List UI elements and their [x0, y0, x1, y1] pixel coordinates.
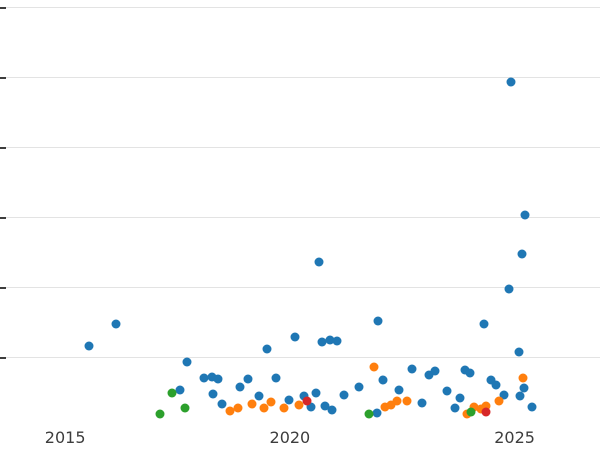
data-point-series-3 [466, 407, 476, 417]
data-point-series-1 [299, 391, 309, 401]
data-point-series-1 [465, 368, 475, 378]
data-point-series-1 [394, 385, 404, 395]
data-point-series-1 [84, 341, 94, 351]
data-point-series-2 [259, 403, 269, 413]
data-point-series-1 [499, 390, 509, 400]
data-point-series-1 [373, 316, 383, 326]
data-point-series-1 [290, 332, 300, 342]
data-point-series-1 [417, 398, 427, 408]
data-point-series-2 [392, 396, 402, 406]
data-point-series-2 [247, 399, 257, 409]
data-point-series-1 [519, 383, 529, 393]
data-point-series-2 [380, 402, 390, 412]
y-gridline [0, 147, 600, 148]
data-point-series-1 [378, 375, 388, 385]
data-point-series-2 [494, 396, 504, 406]
data-point-series-1 [235, 382, 245, 392]
data-point-series-1 [515, 391, 525, 401]
data-point-series-1 [504, 284, 514, 294]
data-point-series-1 [311, 388, 321, 398]
data-point-series-1 [208, 389, 218, 399]
data-point-series-2 [233, 403, 243, 413]
data-point-series-1 [517, 249, 527, 259]
data-point-series-2 [225, 406, 235, 416]
data-point-series-3 [167, 388, 177, 398]
data-point-series-3 [180, 403, 190, 413]
data-point-series-1 [271, 373, 281, 383]
y-gridline [0, 287, 600, 288]
data-point-series-2 [469, 402, 479, 412]
data-point-series-1 [254, 391, 264, 401]
data-point-series-1 [354, 382, 364, 392]
data-point-series-4 [302, 396, 312, 406]
x-tick-label: 2020 [269, 428, 311, 447]
data-point-series-1 [442, 386, 452, 396]
data-point-series-1 [325, 335, 335, 345]
data-point-series-1 [372, 408, 382, 418]
y-gridline [0, 217, 600, 218]
y-axis-tick-mark [0, 147, 6, 149]
data-point-series-1 [207, 372, 217, 382]
data-point-series-2 [476, 404, 486, 414]
data-point-series-4 [481, 407, 491, 417]
y-gridline [0, 357, 600, 358]
y-axis-tick-mark [0, 217, 6, 219]
data-point-series-3 [155, 409, 165, 419]
data-point-series-1 [327, 405, 337, 415]
y-axis-tick-mark [0, 287, 6, 289]
data-point-series-2 [369, 362, 379, 372]
data-point-series-1 [460, 365, 470, 375]
data-point-series-1 [175, 385, 185, 395]
data-point-series-1 [455, 393, 465, 403]
y-gridline [0, 7, 600, 8]
data-point-series-1 [424, 370, 434, 380]
data-point-series-3 [364, 409, 374, 419]
y-gridline [0, 77, 600, 78]
data-point-series-2 [386, 400, 396, 410]
y-axis-tick-mark [0, 77, 6, 79]
data-point-series-2 [518, 373, 528, 383]
data-point-series-1 [486, 375, 496, 385]
y-axis-tick-mark [0, 357, 6, 359]
data-point-series-1 [262, 344, 272, 354]
data-point-series-1 [332, 336, 342, 346]
data-point-series-2 [294, 400, 304, 410]
data-point-series-1 [527, 402, 537, 412]
data-point-series-2 [481, 401, 491, 411]
data-point-series-1 [491, 380, 501, 390]
data-point-series-1 [213, 374, 223, 384]
data-point-series-1 [339, 390, 349, 400]
data-point-series-1 [506, 77, 516, 87]
data-point-series-1 [430, 366, 440, 376]
data-point-series-1 [317, 337, 327, 347]
y-axis-tick-mark [0, 7, 6, 9]
data-point-series-2 [402, 396, 412, 406]
data-point-series-1 [243, 374, 253, 384]
data-point-series-1 [217, 399, 227, 409]
x-tick-label: 2015 [44, 428, 86, 447]
data-point-series-1 [520, 210, 530, 220]
data-point-series-1 [199, 373, 209, 383]
data-point-series-2 [266, 397, 276, 407]
data-point-series-1 [284, 395, 294, 405]
data-point-series-1 [407, 364, 417, 374]
data-point-series-1 [450, 403, 460, 413]
data-point-series-1 [479, 319, 489, 329]
data-point-series-1 [514, 347, 524, 357]
data-point-series-1 [306, 402, 316, 412]
data-point-series-1 [320, 401, 330, 411]
plot-area [0, 7, 600, 419]
x-tick-label: 2025 [494, 428, 535, 447]
data-point-series-1 [111, 319, 121, 329]
data-point-series-1 [182, 357, 192, 367]
data-point-series-2 [279, 403, 289, 413]
data-point-series-1 [314, 257, 324, 267]
